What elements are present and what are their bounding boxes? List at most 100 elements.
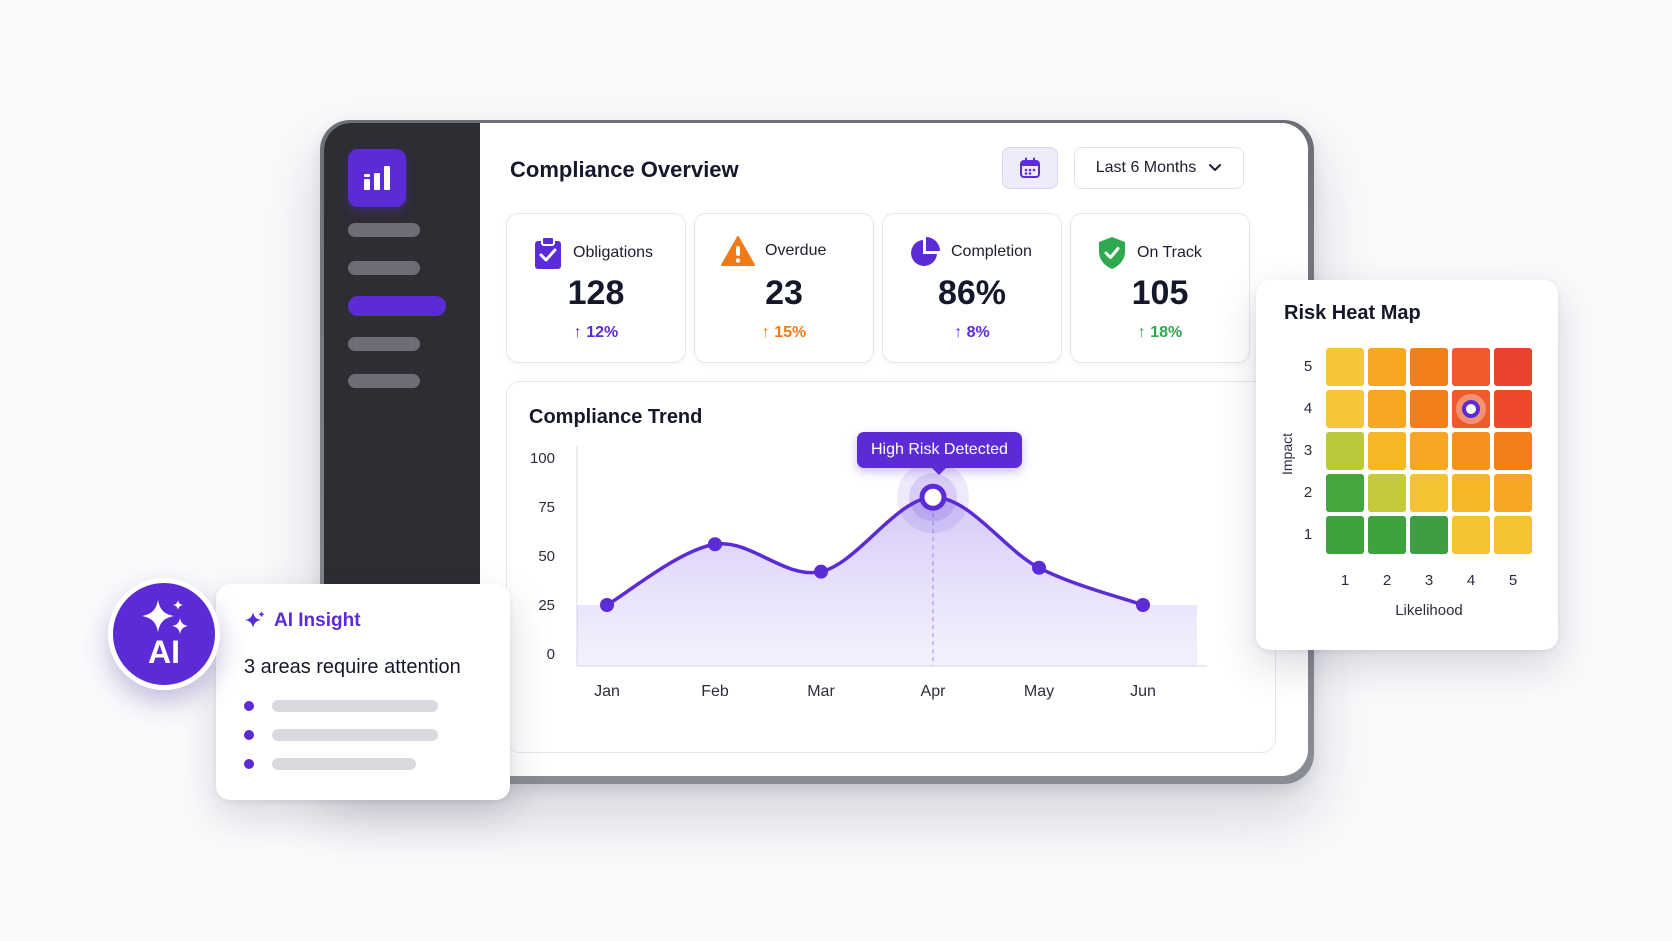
- compliance-trend-card: Compliance Trend 100 75 50 25 0 Jan Feb Mar Apr M…: [506, 381, 1276, 753]
- sidebar-item-2[interactable]: [348, 261, 420, 275]
- heatmap-grid: [1326, 348, 1532, 554]
- kpi-delta-value: 12%: [586, 324, 619, 341]
- arrow-up-icon: ↑: [573, 324, 582, 341]
- heatmap-cell[interactable]: [1326, 348, 1364, 386]
- heatmap-cell[interactable]: [1326, 390, 1364, 428]
- kpi-value: 86%: [937, 274, 1007, 312]
- heatmap-cell[interactable]: [1494, 390, 1532, 428]
- sparkle-icon: [142, 599, 188, 634]
- page-title: Compliance Overview: [510, 157, 739, 182]
- kpi-card-completion[interactable]: Completion 86% ↑ 8%: [882, 213, 1062, 363]
- x-tick-label: May: [1024, 683, 1054, 700]
- period-select[interactable]: Last 6 Months: [1074, 147, 1244, 189]
- bullet-dot: [244, 730, 254, 740]
- heatmap-cell[interactable]: [1494, 516, 1532, 554]
- data-point: [708, 537, 722, 552]
- data-point: [1032, 560, 1046, 575]
- heatmap-cell[interactable]: [1410, 516, 1448, 554]
- calendar-button[interactable]: [1002, 147, 1058, 189]
- heatmap-cell[interactable]: [1452, 348, 1490, 386]
- x-tick-label: Jan: [594, 683, 620, 700]
- insight-placeholder-line: [272, 700, 438, 712]
- kpi-delta-value: 15%: [774, 324, 807, 341]
- heatmap-cell[interactable]: [1410, 390, 1448, 428]
- kpi-card-on-track[interactable]: On Track 105 ↑ 18%: [1070, 213, 1250, 363]
- heatmap-cell[interactable]: [1410, 348, 1448, 386]
- heatmap-x-axis-label: Likelihood: [1395, 602, 1463, 619]
- clipboard-check-icon: [535, 236, 561, 269]
- chevron-down-icon: [1209, 164, 1222, 171]
- kpi-card-obligations[interactable]: Obligations 128 ↑ 12%: [506, 213, 686, 363]
- kpi-value: 128: [567, 274, 625, 312]
- kpi-delta-value: 8%: [966, 324, 990, 341]
- kpi-label: On Track: [1137, 244, 1202, 261]
- heatmap-y-tick: 4: [1303, 400, 1313, 417]
- dashboard-device-frame: Compliance Overview Last 6 Months: [320, 120, 1314, 784]
- bar-chart-icon: [364, 166, 390, 190]
- heatmap-title: Risk Heat Map: [1284, 302, 1421, 324]
- heatmap-cell[interactable]: [1494, 432, 1532, 470]
- heatmap-cell[interactable]: [1368, 516, 1406, 554]
- data-point: [600, 598, 614, 612]
- heatmap-x-tick: 3: [1424, 572, 1434, 589]
- heatmap-cell[interactable]: [1368, 432, 1406, 470]
- heatmap-cell[interactable]: [1326, 516, 1364, 554]
- heatmap-cell[interactable]: [1494, 348, 1532, 386]
- sidebar-item-3-active[interactable]: [348, 296, 446, 316]
- data-point: [814, 564, 828, 579]
- y-tick-label: 50: [538, 548, 555, 565]
- heatmap-cell[interactable]: [1410, 474, 1448, 512]
- ai-insight-card[interactable]: AI Insight 3 areas require attention: [216, 584, 510, 800]
- period-select-label: Last 6 Months: [1095, 159, 1197, 176]
- kpi-card-overdue[interactable]: Overdue 23 ↑ 15%: [694, 213, 874, 363]
- sidebar-item-5[interactable]: [348, 374, 420, 388]
- y-tick-label: 100: [530, 450, 555, 467]
- heatmap-cell[interactable]: [1452, 516, 1490, 554]
- sparkle-icon: [245, 611, 265, 628]
- heatmap-cell[interactable]: [1452, 390, 1490, 428]
- dashboard-screen: Compliance Overview Last 6 Months: [324, 123, 1308, 776]
- app-logo[interactable]: [348, 149, 406, 207]
- ai-badge[interactable]: AI: [108, 578, 220, 690]
- heatmap-cell[interactable]: [1326, 432, 1364, 470]
- bullet-dot: [244, 701, 254, 711]
- kpi-delta: ↑ 15%: [695, 324, 873, 342]
- data-point: [1136, 598, 1150, 612]
- sidebar-item-4[interactable]: [348, 337, 420, 351]
- ai-badge-text: AI: [148, 633, 180, 670]
- x-tick-label: Jun: [1130, 683, 1156, 700]
- risk-heat-map-card: Risk Heat Map Impact 5 4 3 2 1 1 2 3 4 5 Likelih…: [1256, 280, 1558, 650]
- trend-chart: 100 75 50 25 0 Jan Feb Mar Apr May Jun: [530, 446, 1207, 700]
- heatmap-cell[interactable]: [1368, 390, 1406, 428]
- pie-icon: [911, 237, 940, 266]
- x-tick-label: Apr: [921, 683, 947, 700]
- heatmap-y-tick: 2: [1303, 484, 1313, 501]
- kpi-value: 23: [765, 274, 803, 312]
- x-tick-label: Mar: [807, 683, 835, 700]
- heatmap-cell[interactable]: [1452, 432, 1490, 470]
- ai-insight-title: AI Insight: [274, 610, 361, 631]
- bullet-dot: [244, 759, 254, 769]
- heatmap-x-tick: 4: [1466, 572, 1476, 589]
- high-risk-tag[interactable]: High Risk Detected: [857, 432, 1022, 475]
- kpi-delta: ↑ 18%: [1071, 324, 1249, 342]
- shield-check-icon: [1099, 237, 1125, 269]
- data-point-highlight: [919, 483, 947, 511]
- heatmap-cell[interactable]: [1326, 474, 1364, 512]
- heatmap-x-tick: 1: [1340, 572, 1350, 589]
- calendar-icon: [1020, 157, 1040, 178]
- sidebar-item-1[interactable]: [348, 223, 420, 237]
- arrow-up-icon: ↑: [1137, 324, 1146, 341]
- heatmap-cell[interactable]: [1410, 432, 1448, 470]
- heatmap-cell[interactable]: [1368, 474, 1406, 512]
- heatmap-cell[interactable]: [1368, 348, 1406, 386]
- heatmap-y-tick: 1: [1303, 526, 1313, 543]
- heatmap-marker[interactable]: [1462, 400, 1480, 418]
- kpi-value: 105: [1131, 274, 1189, 312]
- heatmap-y-tick: 5: [1303, 358, 1313, 375]
- y-tick-label: 0: [547, 646, 555, 663]
- heatmap-cell[interactable]: [1494, 474, 1532, 512]
- kpi-label: Overdue: [765, 242, 827, 259]
- arrow-up-icon: ↑: [954, 324, 963, 341]
- heatmap-cell[interactable]: [1452, 474, 1490, 512]
